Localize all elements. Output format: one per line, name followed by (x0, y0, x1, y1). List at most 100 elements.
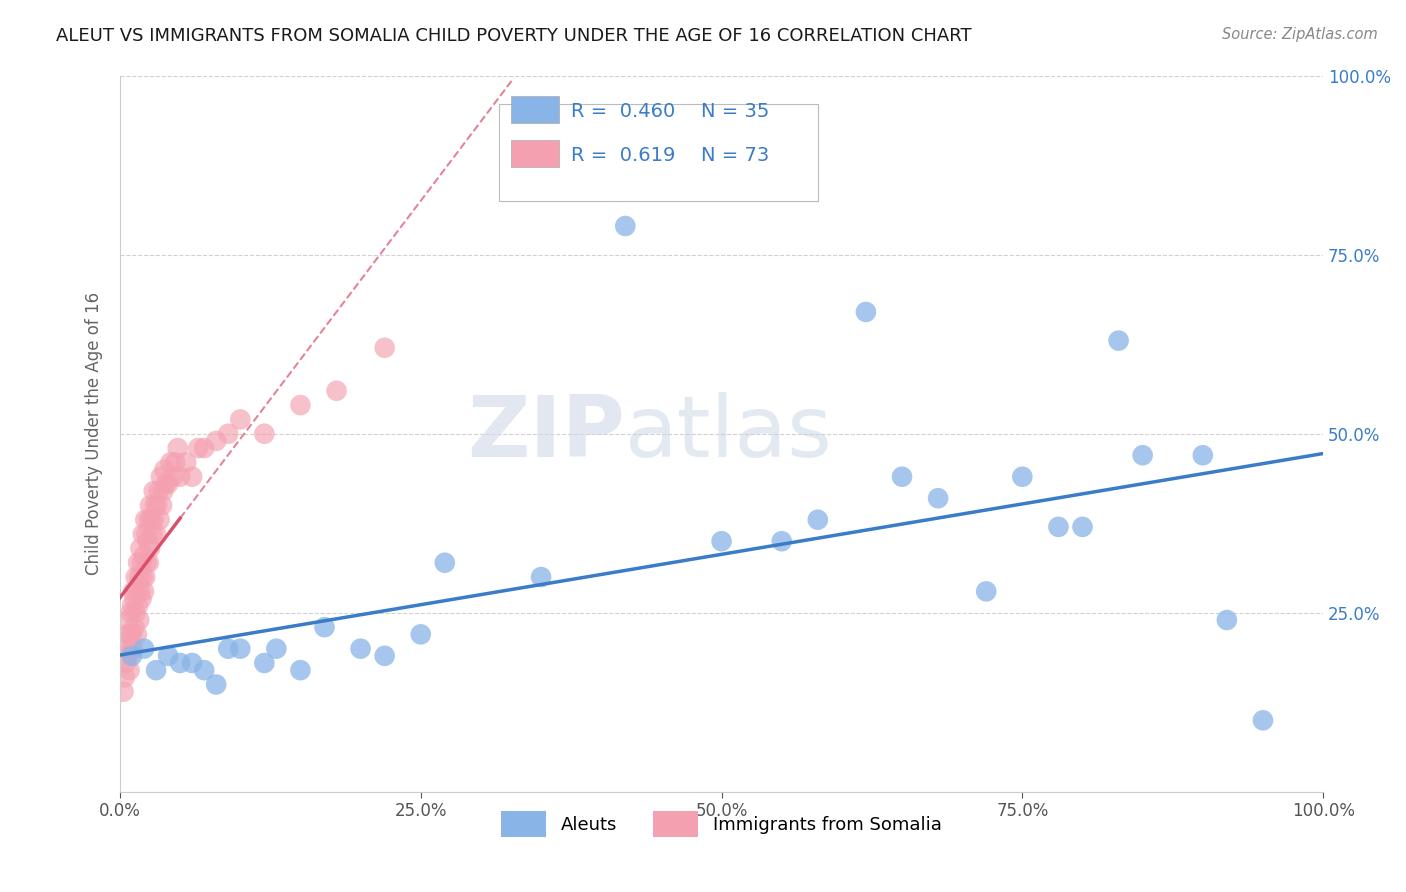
Point (1047, 520, 1070, 534)
Point (127, 556, 149, 570)
Point (614, 219, 637, 233)
Point (193, 663, 215, 677)
Point (128, 613, 150, 627)
Text: R =  0.460: R = 0.460 (571, 102, 675, 120)
Point (290, 398, 312, 412)
Point (770, 534, 793, 549)
Point (855, 305, 877, 319)
Point (131, 591, 153, 606)
Point (927, 491, 949, 506)
Point (114, 670, 136, 684)
Point (974, 584, 997, 599)
Point (115, 656, 138, 670)
Point (115, 627, 138, 641)
Point (127, 599, 149, 613)
Point (149, 469, 172, 483)
Point (217, 641, 239, 656)
Y-axis label: Child Poverty Under the Age of 16: Child Poverty Under the Age of 16 (86, 293, 103, 575)
Point (129, 584, 152, 599)
Point (253, 656, 276, 670)
Point (134, 513, 156, 527)
Text: ZIP: ZIP (468, 392, 626, 475)
Point (205, 434, 228, 448)
Point (142, 484, 165, 499)
Point (229, 412, 252, 426)
Point (145, 663, 167, 677)
Bar (510, 140, 560, 167)
Bar (510, 95, 560, 123)
Point (174, 455, 197, 469)
Point (131, 556, 153, 570)
Point (141, 527, 163, 541)
Point (169, 656, 191, 670)
Point (1191, 448, 1213, 462)
Point (1011, 469, 1033, 483)
Point (891, 469, 914, 483)
Point (710, 534, 733, 549)
Point (530, 570, 553, 584)
Point (266, 641, 288, 656)
Point (290, 663, 312, 677)
Point (159, 455, 181, 469)
Point (157, 476, 180, 491)
Point (374, 648, 396, 663)
Point (181, 469, 204, 483)
Point (125, 584, 148, 599)
Point (1132, 448, 1154, 462)
Point (124, 570, 146, 584)
Point (193, 441, 215, 455)
FancyBboxPatch shape (499, 104, 818, 201)
Point (121, 599, 143, 613)
Point (118, 663, 141, 677)
Point (807, 513, 830, 527)
Point (155, 476, 177, 491)
Point (132, 641, 155, 656)
Point (135, 556, 157, 570)
Legend: Aleuts, Immigrants from Somalia: Aleuts, Immigrants from Somalia (494, 804, 949, 844)
Text: R =  0.619: R = 0.619 (571, 146, 675, 165)
Point (1251, 714, 1274, 728)
Point (349, 641, 371, 656)
Text: atlas: atlas (626, 392, 834, 475)
Point (115, 641, 138, 656)
Point (166, 441, 188, 455)
Point (152, 484, 174, 499)
Point (112, 684, 135, 698)
Point (409, 627, 432, 641)
Point (153, 462, 176, 476)
Point (205, 677, 228, 691)
Point (120, 641, 142, 656)
Point (139, 541, 162, 556)
Point (1108, 334, 1130, 348)
Point (325, 384, 347, 398)
Point (122, 584, 145, 599)
Point (142, 513, 165, 527)
Point (433, 556, 456, 570)
Point (121, 627, 143, 641)
Point (181, 656, 204, 670)
Point (124, 606, 146, 620)
Text: Source: ZipAtlas.com: Source: ZipAtlas.com (1222, 27, 1378, 42)
Text: ALEUT VS IMMIGRANTS FROM SOMALIA CHILD POVERTY UNDER THE AGE OF 16 CORRELATION C: ALEUT VS IMMIGRANTS FROM SOMALIA CHILD P… (56, 27, 972, 45)
Point (1071, 520, 1094, 534)
Point (122, 641, 145, 656)
Point (124, 591, 146, 606)
Point (146, 499, 169, 513)
Point (125, 627, 148, 641)
Point (118, 627, 141, 641)
Point (149, 513, 172, 527)
Point (150, 499, 173, 513)
Point (136, 534, 159, 549)
Point (253, 426, 276, 441)
Point (314, 620, 336, 634)
Point (138, 513, 160, 527)
Point (229, 641, 252, 656)
Point (132, 584, 155, 599)
Point (148, 484, 170, 499)
Text: N = 73: N = 73 (702, 146, 769, 165)
Point (132, 527, 155, 541)
Point (143, 499, 166, 513)
Point (374, 341, 396, 355)
Point (120, 606, 142, 620)
Point (138, 556, 160, 570)
